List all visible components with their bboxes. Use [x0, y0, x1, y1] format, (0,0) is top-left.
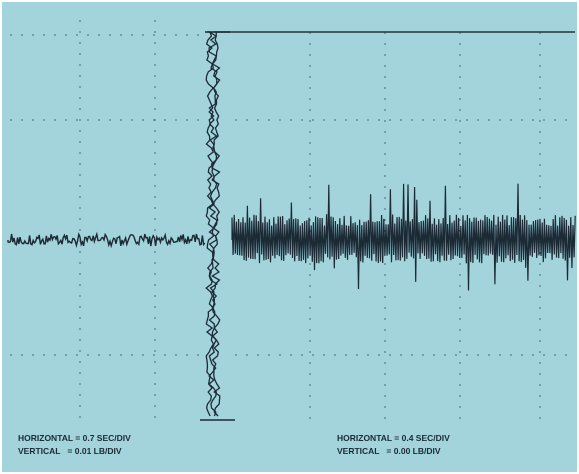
- page: {"scales": [ {"horizontal": "HORIZONTAL …: [0, 0, 579, 474]
- oscilloscope-photo: HORIZONTAL = 0.7 SEC/DIV VERTICAL = 0.01…: [0, 0, 579, 474]
- horizontal-scale: HORIZONTAL = 0.4 SEC/DIV: [337, 433, 450, 443]
- horizontal-scale: HORIZONTAL = 0.7 SEC/DIV: [18, 433, 131, 443]
- vertical-scale: VERTICAL = 0.00 LB/DIV: [337, 446, 441, 456]
- vertical-scale: VERTICAL = 0.01 LB/DIV: [18, 446, 122, 456]
